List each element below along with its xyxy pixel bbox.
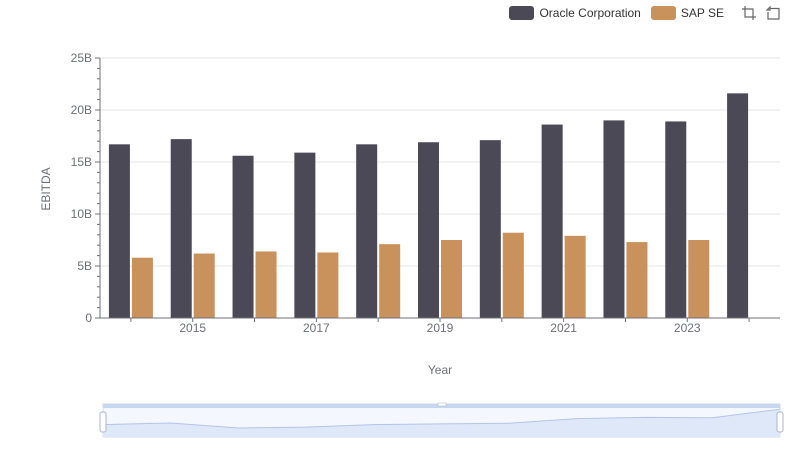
x-axis-label: Year: [428, 363, 452, 377]
bar-oracle-2017[interactable]: [294, 152, 316, 318]
y-tick-label: 25B: [71, 51, 92, 65]
bar-sap-2017[interactable]: [317, 252, 339, 318]
x-tick-label: 2019: [427, 321, 454, 335]
y-tick-label: 0: [85, 311, 92, 325]
legend: Oracle Corporation SAP SE: [509, 4, 782, 22]
bar-sap-2021[interactable]: [564, 235, 586, 318]
bar-oracle-2015[interactable]: [170, 139, 192, 318]
bar-oracle-2018[interactable]: [356, 144, 378, 318]
bar-oracle-2023[interactable]: [665, 121, 687, 318]
bar-sap-2016[interactable]: [255, 251, 277, 318]
slider-line: [102, 408, 781, 429]
slider-handle-right[interactable]: [776, 411, 784, 433]
restore-icon[interactable]: [764, 4, 782, 22]
y-tick-label: 10B: [71, 207, 92, 221]
y-tick-label: 20B: [71, 103, 92, 117]
bar-oracle-2019[interactable]: [418, 142, 439, 318]
legend-item-oracle[interactable]: Oracle Corporation: [509, 6, 641, 20]
legend-swatch-oracle: [509, 6, 535, 20]
legend-swatch-sap: [650, 6, 676, 20]
bar-sap-2018[interactable]: [379, 244, 401, 318]
y-tick-label: 5B: [77, 259, 92, 273]
bar-oracle-2024[interactable]: [727, 93, 749, 318]
y-axis-label: EBITDA: [39, 167, 53, 210]
data-zoom-slider[interactable]: [99, 402, 784, 438]
zoom-icon[interactable]: [740, 4, 758, 22]
x-tick-label: 2015: [179, 321, 206, 335]
bar-sap-2023[interactable]: [688, 240, 710, 318]
bar-oracle-2022[interactable]: [603, 120, 625, 319]
bar-sap-2022[interactable]: [626, 242, 648, 318]
bar-oracle-2016[interactable]: [232, 155, 254, 318]
bar-sap-2014[interactable]: [131, 257, 153, 318]
slider-handle-left[interactable]: [99, 411, 107, 433]
x-tick-label: 2023: [674, 321, 701, 335]
bar-oracle-2014[interactable]: [108, 144, 130, 318]
bar-oracle-2020[interactable]: [479, 140, 501, 318]
legend-label-sap: SAP SE: [680, 6, 724, 20]
bars: [108, 93, 749, 319]
x-tick-label: 2021: [550, 321, 577, 335]
legend-label-oracle: Oracle Corporation: [539, 6, 641, 20]
legend-item-sap[interactable]: SAP SE: [650, 6, 724, 20]
bar-sap-2020[interactable]: [502, 232, 524, 318]
slider-drag-handle[interactable]: [437, 402, 447, 407]
bar-oracle-2021[interactable]: [541, 124, 563, 318]
bar-sap-2019[interactable]: [441, 240, 462, 318]
bar-sap-2015[interactable]: [193, 253, 215, 318]
axes: 0 5B 10B 15B 20B 25B 2015 2017 2019 2021 2023: [71, 51, 780, 335]
y-tick-label: 15B: [71, 155, 92, 169]
x-tick-label: 2017: [303, 321, 330, 335]
slider-area: [103, 409, 780, 437]
